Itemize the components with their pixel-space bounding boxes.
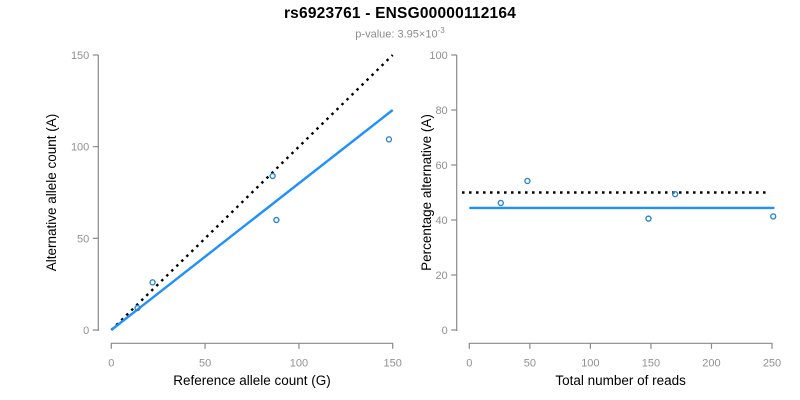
data-point — [269, 172, 276, 180]
right-plot: 0 20 40 60 80 100 0 50 100 150 200 250 Total number … — [419, 50, 781, 388]
data-point — [645, 215, 652, 222]
y-tick-label: 80 — [435, 105, 447, 117]
x-tick-label: 100 — [581, 357, 599, 369]
y-axis-label: Alternative allele count (A) — [44, 114, 59, 272]
x-axis-label: Reference allele count (G) — [173, 373, 331, 388]
p-value-text: p-value: 3.95×10 — [355, 28, 438, 41]
fit-line — [110, 109, 394, 331]
figure-title: rs6923761 - ENSG00000112164 — [283, 5, 517, 22]
left-plot: 0 50 100 150 0 50 100 150 Reference allele count… — [44, 50, 402, 388]
x-tick-label: 200 — [702, 357, 720, 369]
y-tick-label: 40 — [435, 215, 447, 227]
data-point — [149, 279, 156, 286]
figure-subtitle: p-value: 3.95×10-3 — [0, 26, 800, 41]
y-axis-label: Percentage alternative (A) — [419, 114, 434, 271]
p-value-exponent: -3 — [437, 26, 445, 35]
x-axis-label: Total number of reads — [555, 373, 686, 388]
data-point — [770, 213, 777, 220]
y-tick-label: 50 — [77, 233, 89, 245]
x-tick-label: 250 — [763, 357, 781, 369]
figure-header: rs6923761 - ENSG00000112164 p-value: 3.9… — [0, 0, 800, 41]
y-tick-label: 60 — [435, 160, 447, 172]
x-tick-label: 50 — [199, 357, 211, 369]
x-tick-label: 150 — [642, 357, 660, 369]
data-point — [273, 216, 280, 224]
x-tick-label: 0 — [466, 357, 472, 369]
y-tick-label: 20 — [435, 270, 447, 282]
x-tick-label: 0 — [108, 357, 114, 369]
y-tick-label: 100 — [429, 50, 447, 62]
data-point — [671, 190, 679, 198]
y-tick-label: 150 — [71, 50, 89, 62]
x-tick-label: 150 — [384, 357, 402, 369]
data-point — [497, 199, 504, 207]
data-point — [524, 177, 531, 185]
y-tick-label: 0 — [83, 325, 89, 337]
identity-line — [110, 54, 394, 331]
y-tick-label: 100 — [71, 142, 89, 154]
x-tick-label: 50 — [524, 357, 536, 369]
data-point — [385, 136, 393, 143]
data-point — [134, 304, 141, 312]
x-tick-label: 100 — [290, 357, 308, 369]
y-tick-label: 0 — [442, 325, 448, 337]
